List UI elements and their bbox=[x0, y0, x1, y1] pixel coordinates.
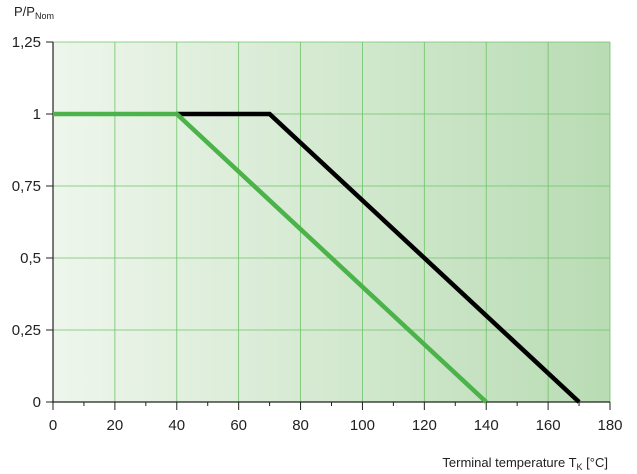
y-tick-label: 0 bbox=[33, 394, 41, 411]
x-tick-label: 120 bbox=[412, 417, 437, 434]
x-tick-label: 100 bbox=[350, 417, 375, 434]
y-axis-title-sub: Nom bbox=[35, 11, 54, 21]
x-tick-label: 0 bbox=[49, 417, 57, 434]
y-tick-label: 0,75 bbox=[12, 178, 41, 195]
x-tick-label: 20 bbox=[107, 417, 124, 434]
x-axis-title-unit: [°C] bbox=[583, 455, 608, 470]
x-tick-label: 180 bbox=[597, 417, 622, 434]
plot-area bbox=[53, 42, 610, 402]
series-line-2 bbox=[53, 111, 488, 404]
grid bbox=[53, 41, 611, 402]
x-axis-title-main: Terminal temperature T bbox=[442, 455, 576, 470]
y-tick-label: 1,25 bbox=[12, 34, 41, 51]
y-axis-title-main: P/P bbox=[14, 4, 35, 19]
series bbox=[53, 111, 581, 404]
series-line-1 bbox=[176, 111, 581, 404]
y-tick-label: 0,5 bbox=[20, 250, 41, 267]
axes bbox=[46, 41, 611, 410]
y-tick-label: 1 bbox=[33, 106, 41, 123]
x-axis-title-sub: K bbox=[577, 462, 583, 472]
x-tick-label: 140 bbox=[474, 417, 499, 434]
y-tick-label: 0,25 bbox=[12, 322, 41, 339]
x-tick-label: 80 bbox=[292, 417, 309, 434]
x-tick-label: 60 bbox=[230, 417, 247, 434]
y-axis-title: P/PNom bbox=[14, 4, 54, 21]
tick-labels: 0 20 40 60 80 100 120 140 160 180 0 0,25 0,5 0,75 1 1,2… bbox=[12, 34, 623, 434]
x-axis-title: Terminal temperature TK [°C] bbox=[442, 455, 608, 472]
x-tick-label: 40 bbox=[168, 417, 185, 434]
x-tick-label: 160 bbox=[536, 417, 561, 434]
